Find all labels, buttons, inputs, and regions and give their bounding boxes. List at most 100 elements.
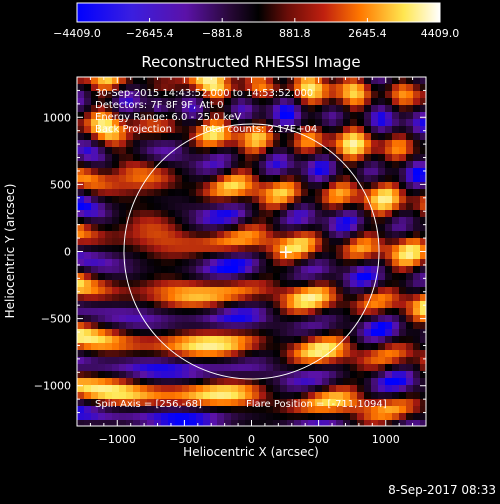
heat-cell [133,385,141,393]
heat-cell [175,133,183,141]
heat-cell [126,161,134,169]
heat-cell [273,161,281,169]
heat-cell [91,329,99,337]
heat-cell [350,385,358,393]
heat-cell [392,196,400,204]
heat-cell [315,336,323,344]
heat-cell [224,287,232,295]
heat-cell [413,224,421,232]
heat-cell [140,308,148,316]
heat-cell [126,266,134,274]
heat-cell [112,119,120,127]
heat-cell [301,77,309,85]
heat-cell [343,385,351,393]
heat-cell [322,210,330,218]
heat-cell [308,189,316,197]
heat-cell [154,210,162,218]
heat-cell [322,364,330,372]
heat-cell [224,98,232,106]
heat-cell [406,147,414,155]
heat-cell [357,210,365,218]
heat-cell [238,231,246,239]
heat-cell [245,105,253,113]
heat-cell [322,420,330,426]
heat-cell [119,189,127,197]
heat-cell [322,168,330,176]
footer-date: 8-Sep-2017 08:33 [388,483,496,497]
heat-cell [140,77,148,85]
heat-cell [154,133,162,141]
heat-cell [154,245,162,253]
heat-cell [392,280,400,288]
heat-cell [378,91,386,99]
heat-cell [196,371,204,379]
heat-cell [406,329,414,337]
heat-cell [329,140,337,148]
heat-cell [322,140,330,148]
heat-cell [245,84,253,92]
heat-cell [168,196,176,204]
heat-cell [259,301,267,309]
heat-cell [203,322,211,330]
heat-cell [224,406,232,414]
heat-cell [147,98,155,106]
heat-cell [259,350,267,358]
heat-cell [154,189,162,197]
heat-cell [399,329,407,337]
heat-cell [175,266,183,274]
heat-cell [308,280,316,288]
heat-cell [336,252,344,260]
heat-cell [112,175,120,183]
heat-cell [287,329,295,337]
heat-cell [189,77,197,85]
x-tick-label: 1000 [372,433,400,446]
heat-cell [231,203,239,211]
heat-cell [224,105,232,113]
heat-cell [168,238,176,246]
heat-cell [259,140,267,148]
heat-cell [315,259,323,267]
heat-cell [238,378,246,386]
heat-cell [322,77,330,85]
heat-cell [189,399,197,407]
heat-cell [98,308,106,316]
heat-cell [217,133,225,141]
heat-cell [203,154,211,162]
heat-cell [378,259,386,267]
heat-cell [308,217,316,225]
heat-cell [238,210,246,218]
heat-cell [140,378,148,386]
heat-cell [420,119,426,127]
heat-cell [210,210,218,218]
heat-cell [168,168,176,176]
heat-cell [301,119,309,127]
heat-cell [336,140,344,148]
heat-cell [385,224,393,232]
heat-cell [357,364,365,372]
heat-cell [98,105,106,113]
heat-cell [406,308,414,316]
heat-cell [294,273,302,281]
heat-cell [252,357,260,365]
heat-cell [336,308,344,316]
heat-cell [154,77,162,85]
heat-cell [147,406,155,414]
heat-cell [413,189,421,197]
heat-cell [217,322,225,330]
heat-cell [301,182,309,190]
heat-cell [413,399,421,407]
heat-cell [210,273,218,281]
heat-cell [224,238,232,246]
heat-cell [203,119,211,127]
heat-cell [168,231,176,239]
heat-cell [336,91,344,99]
heat-cell [189,98,197,106]
heat-cell [119,364,127,372]
heat-cell [182,287,190,295]
heat-cell [147,392,155,400]
heat-cell [287,399,295,407]
heat-cell [147,378,155,386]
heat-cell [84,182,92,190]
heat-cell [357,273,365,281]
heat-cell [203,294,211,302]
